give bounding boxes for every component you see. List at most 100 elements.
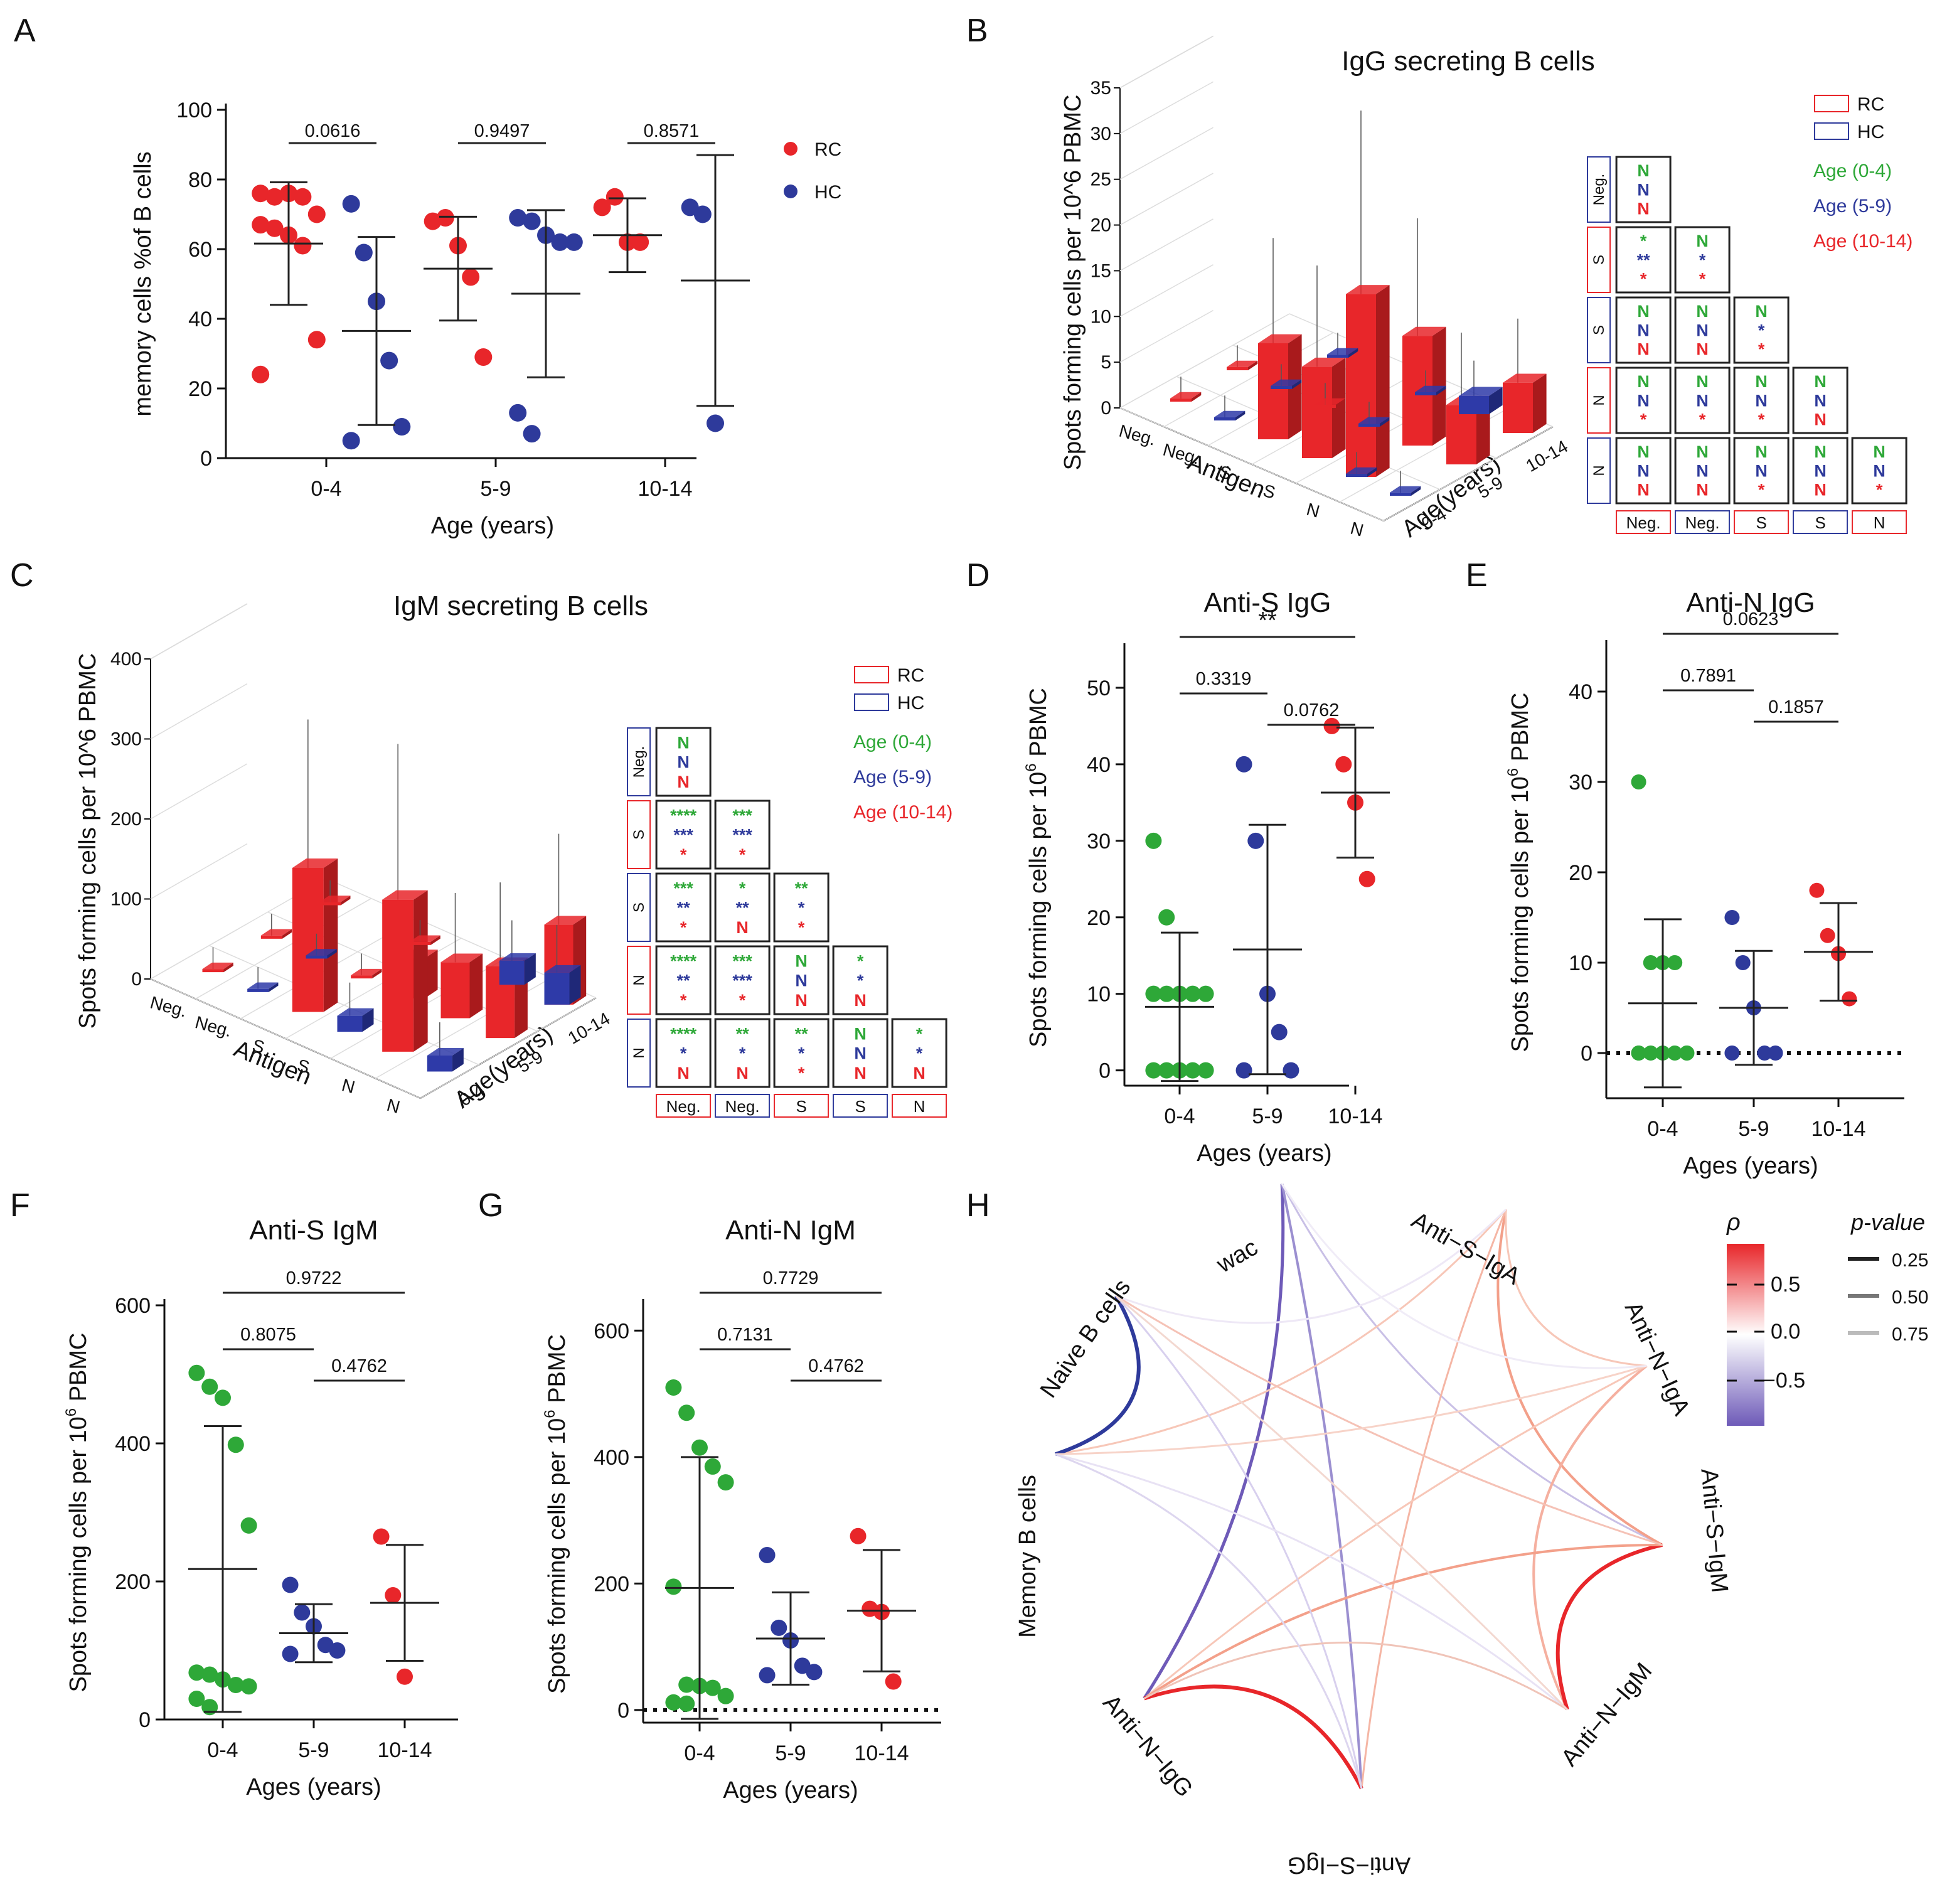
bar-top (1358, 417, 1390, 424)
z-tick-label: 0 (131, 969, 142, 990)
matrix-cell-value: * (1699, 250, 1706, 269)
chord-node-label: Anti−N−IgG (1097, 1690, 1198, 1802)
bar-top (1459, 387, 1503, 396)
matrix-cell-value: N (913, 1064, 925, 1083)
matrix-cell (1615, 226, 1672, 294)
chord-node-label: Anti−S−IgM (1695, 1467, 1732, 1593)
p-value-label: 0.1857 (1768, 697, 1824, 717)
data-point (240, 1678, 257, 1695)
matrix-cell-value: * (798, 1044, 805, 1063)
bar-front (202, 969, 224, 973)
x-axis-label: Ages (years) (246, 1774, 381, 1800)
matrix-cell-value: N (854, 1024, 867, 1043)
matrix-cell-value: ** (795, 1024, 809, 1043)
data-point (227, 1436, 244, 1453)
matrix-cell (1615, 366, 1672, 434)
matrix-cell-value: *** (673, 826, 693, 845)
matrix-cell (714, 800, 771, 870)
data-point (385, 1587, 402, 1603)
matrix-row-header: Neg. (1591, 174, 1608, 206)
matrix-cell (1733, 437, 1790, 505)
matrix-cell-value: * (1876, 481, 1883, 500)
y-tick-label: 200 (115, 1570, 151, 1594)
matrix-cell (1733, 296, 1790, 364)
data-point (1631, 774, 1646, 789)
matrix-cell-value: N (795, 971, 808, 990)
chord-link (1055, 1453, 1363, 1789)
bar-side (1367, 467, 1377, 477)
pvalue-legend-title: p-value (1850, 1209, 1925, 1235)
chord-node-label: Naive B cells (1035, 1275, 1136, 1403)
matrix-cell-value: N (1814, 410, 1827, 429)
matrix-cell-value: N (677, 773, 690, 791)
bar-top (202, 962, 233, 970)
panel-f-scatter: 0 200 400 600 0-4 5-9 10-14 Ages (years) Spots f… (63, 1215, 458, 1800)
chord-link (1055, 1453, 1568, 1711)
data-point (188, 1364, 205, 1381)
data-point (1643, 1046, 1658, 1061)
matrix-cell (1733, 366, 1790, 434)
data-point (252, 185, 270, 203)
y-axis-label: memory cells %of B cells (130, 151, 156, 416)
matrix-cell (773, 1018, 829, 1088)
matrix-cell-value: N (1637, 321, 1650, 340)
chord-link (1055, 1209, 1507, 1455)
z-grid (150, 763, 248, 820)
matrix-row-header: S (631, 902, 648, 912)
matrix-row-header-box (627, 946, 651, 1015)
data-point (397, 1668, 413, 1685)
bar-side (524, 953, 536, 985)
floor-grid (209, 944, 479, 1066)
data-point (1283, 1062, 1299, 1079)
data-point (1667, 1046, 1683, 1061)
data-point (1197, 985, 1214, 1002)
bar-top (544, 916, 587, 925)
chord-link (1360, 1209, 1507, 1789)
data-point (252, 365, 270, 383)
panel-c-significance-matrix: Neg.NNNS***************S*********N****N*… (627, 665, 952, 1118)
z-tick-label: 25 (1091, 169, 1111, 190)
data-point (265, 219, 284, 237)
matrix-cell (1674, 437, 1731, 505)
matrix-cell-value: * (1699, 410, 1706, 429)
bar-front (1358, 423, 1380, 427)
matrix-cell-value: * (798, 1064, 805, 1083)
bar-front (1327, 354, 1348, 358)
data-point (1271, 1024, 1288, 1040)
y-tick-label: 400 (115, 1432, 151, 1456)
matrix-row-header-box (1587, 437, 1611, 504)
bar-front (499, 960, 525, 985)
matrix-cell-value: N (1814, 442, 1827, 461)
data-point (565, 233, 583, 251)
p-value-label: 0.4762 (808, 1356, 864, 1376)
z-grid (1119, 218, 1214, 272)
bar-front (1346, 473, 1367, 477)
bar-top (1214, 410, 1246, 417)
data-point (1145, 832, 1162, 849)
bar-front (544, 972, 570, 1005)
data-point (593, 198, 611, 217)
matrix-col-header-box (1793, 510, 1848, 534)
matrix-cell-value: *** (732, 806, 752, 825)
matrix-cell-value: * (739, 1044, 746, 1063)
data-point (393, 418, 411, 436)
chord-link (1281, 1184, 1363, 1789)
data-point (717, 1474, 734, 1491)
antigen-tick-label: N (1348, 518, 1366, 540)
bar-side (1380, 417, 1390, 427)
bar-front (427, 1056, 452, 1072)
z-tick-label: 5 (1101, 352, 1111, 373)
colorbar-title: ρ (1726, 1209, 1741, 1236)
z-tick-label: 35 (1091, 78, 1111, 99)
data-point (1358, 870, 1375, 887)
matrix-cell-value: N (1637, 340, 1650, 359)
panel-label-c: C (10, 557, 34, 594)
colorbar-tick: −0.5 (1763, 1369, 1805, 1393)
panel-label-h: H (966, 1187, 990, 1224)
panel-h-chord-diagram: wac Anti−S−IgAAnti−N−IgAAnti−S−IgMAnti−N−… (1015, 1183, 1733, 1878)
colorbar-tick: 0.5 (1771, 1273, 1800, 1297)
data-point (1735, 955, 1751, 970)
y-tick-label: 0 (139, 1708, 151, 1732)
bar-front (1170, 398, 1192, 402)
matrix-col-header: S (796, 1097, 806, 1116)
